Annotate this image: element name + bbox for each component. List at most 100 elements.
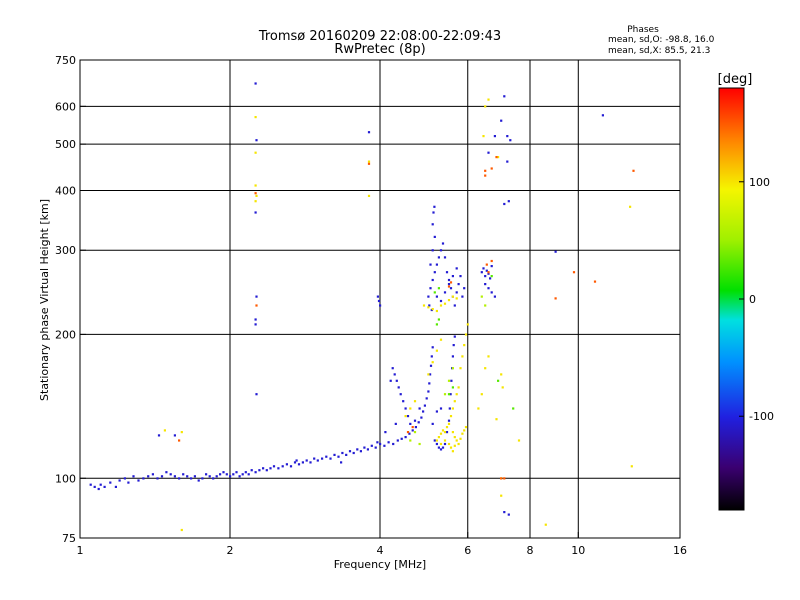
data-point	[250, 469, 253, 472]
data-point	[429, 373, 432, 376]
data-point	[437, 287, 440, 290]
data-point	[428, 382, 431, 385]
data-point	[229, 475, 232, 478]
data-point	[169, 473, 172, 476]
data-point	[445, 431, 449, 434]
data-point	[464, 333, 468, 336]
data-point	[173, 475, 176, 478]
data-point	[457, 386, 460, 389]
data-point	[443, 439, 447, 442]
y-axis-label: Stationary phase Virtual Height [km]	[38, 199, 51, 401]
data-point	[366, 448, 369, 451]
data-point	[443, 256, 447, 259]
data-point	[431, 361, 434, 364]
data-point	[222, 471, 225, 474]
data-point	[367, 131, 371, 134]
data-point	[379, 442, 382, 446]
x-tick-label: 1	[77, 544, 84, 557]
data-point	[497, 379, 500, 382]
data-point	[238, 475, 241, 478]
data-point	[123, 477, 126, 480]
data-point	[593, 280, 597, 283]
data-point	[427, 295, 430, 298]
data-point	[439, 304, 443, 307]
data-point	[272, 465, 276, 468]
data-point	[466, 323, 469, 326]
data-point	[484, 174, 487, 177]
data-point	[512, 407, 515, 410]
data-point	[411, 429, 414, 432]
data-point	[463, 429, 466, 432]
data-point	[572, 271, 576, 274]
data-point	[435, 323, 438, 326]
data-point	[443, 431, 447, 434]
data-point	[447, 285, 451, 288]
data-point	[178, 477, 181, 480]
data-point	[493, 135, 496, 138]
data-point	[406, 431, 410, 434]
data-point	[163, 429, 166, 432]
data-point	[417, 421, 420, 424]
data-point	[147, 475, 150, 478]
data-point	[262, 467, 265, 470]
data-point	[443, 442, 447, 446]
data-point	[225, 473, 228, 476]
data-point	[411, 426, 414, 429]
data-point	[376, 441, 379, 444]
data-point	[629, 205, 632, 208]
data-point	[435, 442, 438, 446]
data-point	[99, 483, 102, 486]
data-point	[241, 473, 244, 476]
data-point	[321, 457, 324, 460]
data-point	[374, 446, 377, 449]
data-point	[503, 95, 506, 98]
data-point	[389, 379, 392, 382]
data-point	[427, 373, 430, 376]
data-point	[455, 297, 458, 300]
data-point	[447, 379, 451, 382]
y-tick-label: 200	[55, 328, 76, 341]
data-point	[118, 479, 121, 482]
data-point	[517, 439, 521, 442]
data-point	[453, 335, 456, 338]
data-point	[418, 407, 421, 410]
x-tick-label: 10	[571, 544, 585, 557]
data-point	[89, 483, 92, 486]
data-point	[255, 139, 258, 142]
data-point	[435, 295, 438, 298]
data-point	[391, 367, 394, 370]
data-point	[309, 461, 312, 464]
data-point	[393, 373, 396, 376]
x-tick-label: 8	[527, 544, 534, 557]
data-point	[453, 304, 456, 307]
data-point	[447, 422, 451, 425]
data-point	[441, 446, 445, 449]
data-point	[435, 309, 438, 313]
data-point	[439, 407, 443, 410]
data-point	[247, 473, 250, 476]
y-axis: 75 100 200 300 400 500 600 750	[55, 54, 86, 545]
data-point	[205, 473, 208, 476]
data-point	[490, 265, 493, 268]
data-point	[480, 271, 483, 274]
data-point	[457, 442, 460, 446]
data-point	[418, 442, 421, 446]
data-point	[500, 477, 503, 480]
data-point	[509, 139, 512, 142]
data-point	[437, 318, 440, 321]
data-point	[431, 223, 434, 226]
data-point	[482, 135, 485, 138]
data-point	[459, 367, 462, 370]
data-point	[422, 410, 425, 413]
data-point	[269, 467, 272, 470]
data-point	[503, 477, 506, 480]
data-point	[297, 463, 301, 466]
data-point	[232, 473, 235, 476]
data-point	[487, 355, 490, 358]
data-point	[464, 426, 468, 429]
x-tick-label: 16	[673, 544, 687, 557]
data-point	[451, 431, 454, 434]
data-point	[367, 162, 371, 165]
data-point	[137, 479, 140, 482]
phase-info-x: mean, sd,X: 85.5, 21.3	[608, 46, 710, 56]
